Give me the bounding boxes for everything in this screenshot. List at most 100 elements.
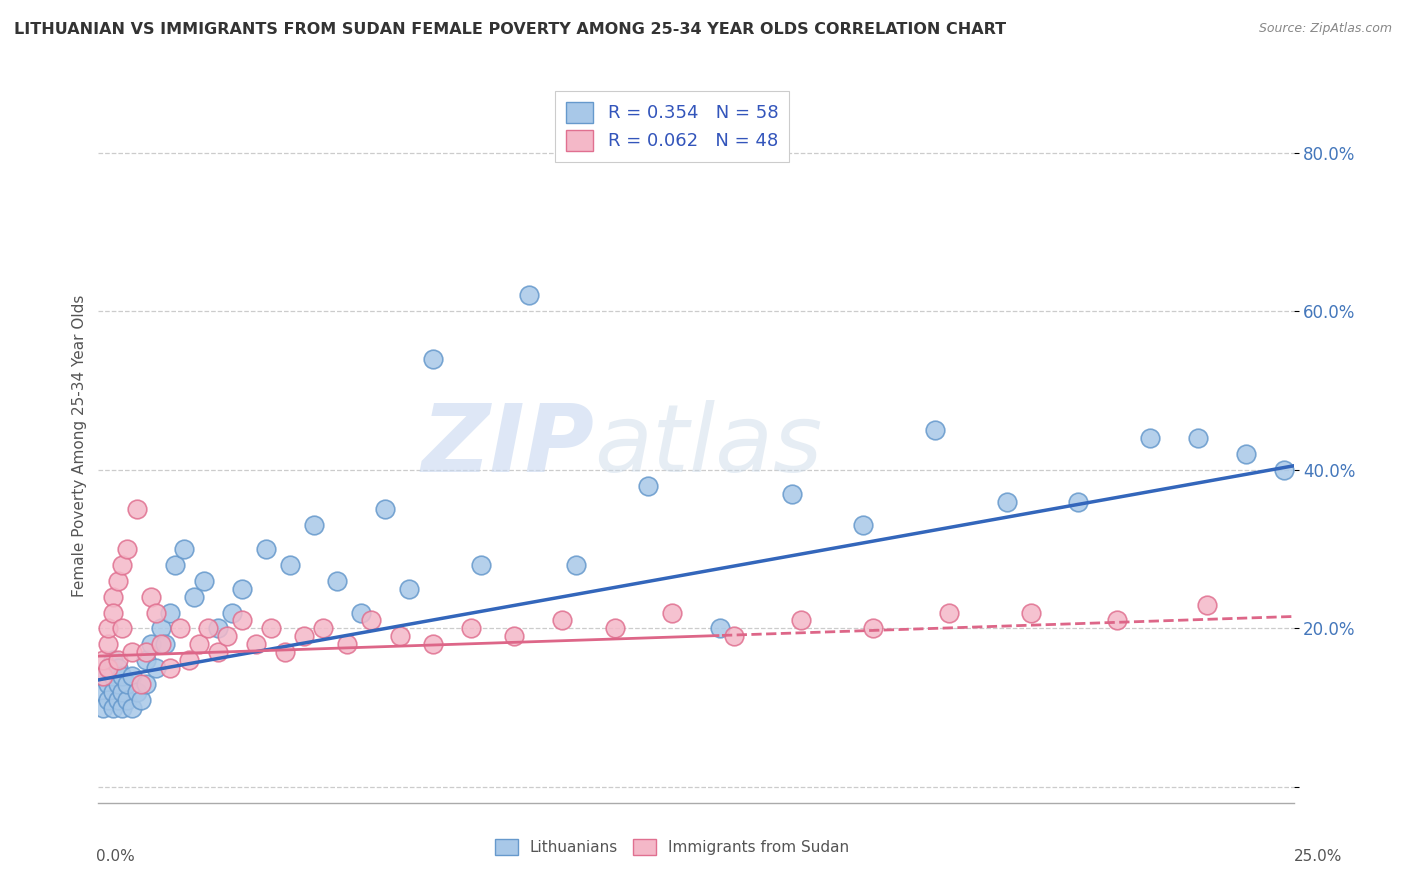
- Point: [1187, 431, 1209, 445]
- Point: [565, 558, 588, 572]
- Point: [470, 558, 492, 572]
- Point: [422, 351, 444, 366]
- Point: [149, 637, 172, 651]
- Point: [139, 590, 162, 604]
- Point: [91, 653, 114, 667]
- Point: [101, 606, 124, 620]
- Point: [107, 653, 129, 667]
- Point: [460, 621, 482, 635]
- Point: [91, 669, 114, 683]
- Point: [115, 542, 138, 557]
- Point: [107, 574, 129, 588]
- Point: [231, 582, 253, 596]
- Text: 0.0%: 0.0%: [96, 849, 135, 863]
- Point: [107, 692, 129, 706]
- Point: [145, 606, 167, 620]
- Point: [155, 637, 177, 651]
- Point: [862, 621, 884, 635]
- Point: [97, 677, 120, 691]
- Point: [398, 582, 420, 596]
- Point: [924, 423, 946, 437]
- Point: [125, 685, 148, 699]
- Point: [637, 478, 659, 492]
- Point: [111, 621, 134, 635]
- Text: Source: ZipAtlas.com: Source: ZipAtlas.com: [1258, 22, 1392, 36]
- Text: atlas: atlas: [595, 401, 823, 491]
- Point: [274, 645, 297, 659]
- Point: [259, 621, 281, 635]
- Point: [254, 542, 277, 557]
- Point: [517, 288, 540, 302]
- Point: [101, 669, 124, 683]
- Point: [503, 629, 526, 643]
- Point: [135, 645, 157, 659]
- Point: [121, 700, 143, 714]
- Point: [1272, 463, 1295, 477]
- Point: [183, 590, 205, 604]
- Point: [360, 614, 382, 628]
- Point: [145, 661, 167, 675]
- Point: [101, 590, 124, 604]
- Point: [97, 661, 120, 675]
- Point: [97, 661, 120, 675]
- Point: [852, 518, 875, 533]
- Point: [115, 677, 138, 691]
- Point: [91, 669, 114, 683]
- Legend: Lithuanians, Immigrants from Sudan: Lithuanians, Immigrants from Sudan: [486, 831, 858, 863]
- Point: [101, 700, 124, 714]
- Point: [97, 692, 120, 706]
- Point: [101, 685, 124, 699]
- Point: [780, 486, 803, 500]
- Point: [231, 614, 253, 628]
- Y-axis label: Female Poverty Among 25-34 Year Olds: Female Poverty Among 25-34 Year Olds: [72, 295, 87, 597]
- Text: LITHUANIAN VS IMMIGRANTS FROM SUDAN FEMALE POVERTY AMONG 25-34 YEAR OLDS CORRELA: LITHUANIAN VS IMMIGRANTS FROM SUDAN FEMA…: [14, 22, 1007, 37]
- Point: [97, 637, 120, 651]
- Point: [374, 502, 396, 516]
- Point: [278, 558, 301, 572]
- Point: [101, 653, 124, 667]
- Point: [149, 621, 172, 635]
- Point: [938, 606, 960, 620]
- Point: [207, 621, 229, 635]
- Point: [91, 700, 114, 714]
- Point: [217, 629, 239, 643]
- Point: [723, 629, 745, 643]
- Point: [107, 661, 129, 675]
- Point: [1105, 614, 1128, 628]
- Point: [603, 621, 626, 635]
- Point: [169, 621, 191, 635]
- Point: [302, 518, 325, 533]
- Point: [159, 661, 181, 675]
- Point: [1234, 447, 1257, 461]
- Point: [326, 574, 349, 588]
- Point: [111, 700, 134, 714]
- Text: 25.0%: 25.0%: [1295, 849, 1343, 863]
- Point: [173, 542, 195, 557]
- Point: [551, 614, 574, 628]
- Point: [179, 653, 201, 667]
- Point: [131, 692, 153, 706]
- Point: [139, 637, 162, 651]
- Point: [187, 637, 209, 651]
- Text: ZIP: ZIP: [422, 400, 595, 492]
- Point: [1067, 494, 1090, 508]
- Point: [135, 677, 157, 691]
- Point: [125, 502, 148, 516]
- Point: [115, 692, 138, 706]
- Point: [245, 637, 267, 651]
- Point: [131, 677, 153, 691]
- Point: [111, 558, 134, 572]
- Point: [790, 614, 813, 628]
- Point: [207, 645, 229, 659]
- Point: [97, 621, 120, 635]
- Point: [1197, 598, 1219, 612]
- Point: [159, 606, 181, 620]
- Point: [193, 574, 215, 588]
- Point: [91, 685, 114, 699]
- Point: [661, 606, 683, 620]
- Point: [135, 653, 157, 667]
- Point: [1139, 431, 1161, 445]
- Point: [709, 621, 731, 635]
- Point: [163, 558, 186, 572]
- Point: [422, 637, 444, 651]
